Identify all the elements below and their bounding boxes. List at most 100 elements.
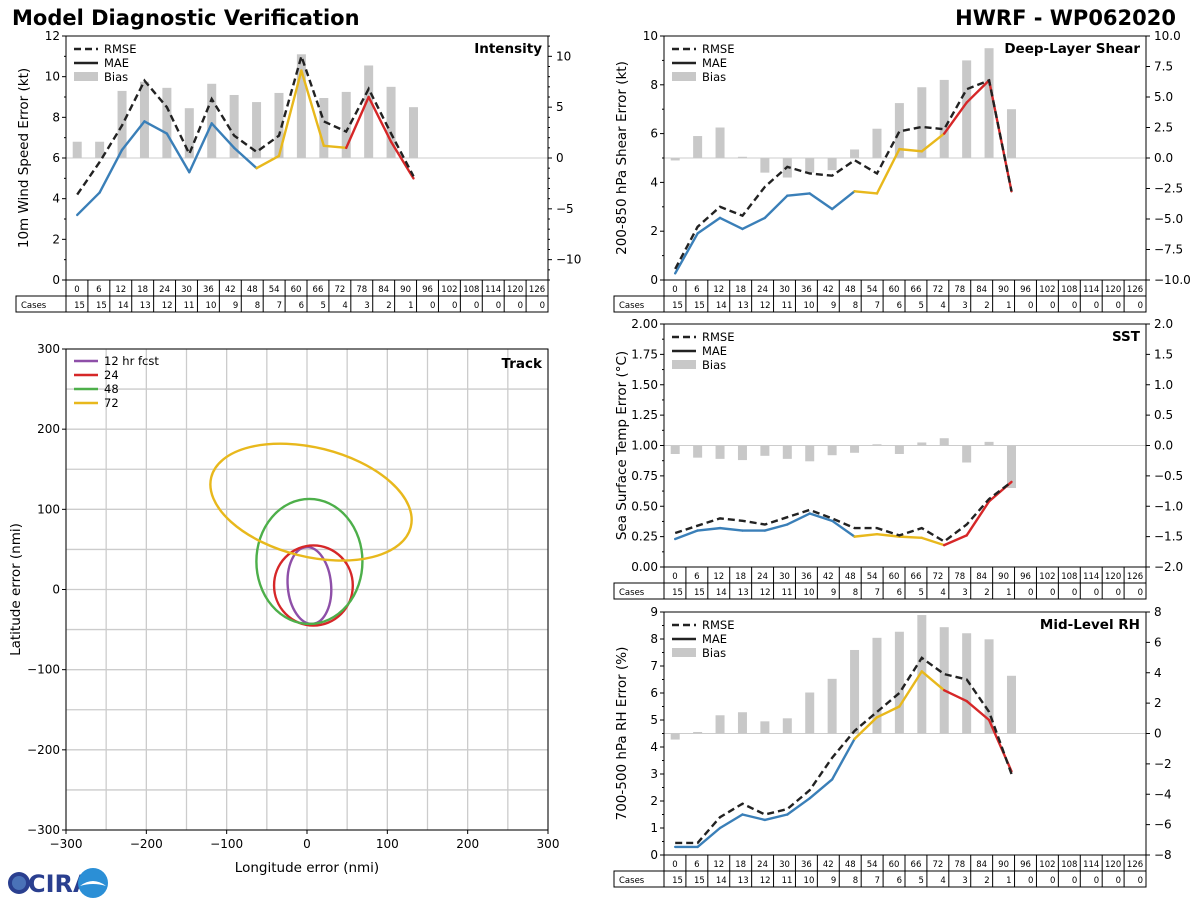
intensity-table-case: 8 xyxy=(255,301,260,311)
sst-table-hour: 108 xyxy=(1061,572,1077,582)
shear-bias-bar xyxy=(984,48,994,159)
intensity-table-hour: 18 xyxy=(137,285,148,295)
track-xtick-label: 200 xyxy=(456,837,479,851)
intensity-table-case: 14 xyxy=(118,301,129,311)
sst-table-case: 0 xyxy=(1116,588,1121,598)
shear-table-case: 15 xyxy=(672,301,683,311)
shear-y2tick-label: −10.0 xyxy=(1154,273,1191,287)
rh-bias-bar xyxy=(805,692,815,734)
intensity-bias-bar xyxy=(139,81,149,158)
track-xtick-label: −100 xyxy=(210,837,243,851)
rh-table-case: 2 xyxy=(984,876,989,886)
shear-table-hour: 48 xyxy=(845,285,856,295)
intensity-bias-bar xyxy=(364,65,374,158)
sst-bias-bar xyxy=(917,442,927,446)
shear-legend-rmse: RMSE xyxy=(702,42,734,56)
rh-y2tick-label: 8 xyxy=(1154,605,1162,619)
sst-bias-bar xyxy=(962,445,972,463)
intensity-y2tick-label: −10 xyxy=(556,253,581,267)
rh-mae-segment xyxy=(898,670,924,708)
intensity-table-case: 0 xyxy=(540,301,545,311)
track-ytick-label: 0 xyxy=(52,583,60,597)
rh-table-hour: 0 xyxy=(672,860,677,870)
sst-table-case: 3 xyxy=(962,588,967,598)
intensity-mae-segment xyxy=(98,148,124,194)
rh-y2tick-label: 4 xyxy=(1154,666,1162,680)
rh-table-hour: 48 xyxy=(845,860,856,870)
sst-ytick-label: 1.75 xyxy=(631,347,658,361)
sst-legend-bias-swatch xyxy=(672,360,696,369)
sst-table-hour: 114 xyxy=(1083,572,1099,582)
intensity-bias-bar xyxy=(229,94,239,158)
rh-table-case: 15 xyxy=(694,876,705,886)
intensity-table-case: 10 xyxy=(206,301,217,311)
sst-mae-segment xyxy=(875,532,901,538)
rh-table-hour: 66 xyxy=(911,860,922,870)
shear-table-case: 5 xyxy=(918,301,923,311)
shear-table-case: 14 xyxy=(716,301,727,311)
intensity-table-hour: 36 xyxy=(203,285,214,295)
shear-mae-segment xyxy=(853,190,879,195)
intensity-table-hour: 102 xyxy=(441,285,457,295)
intensity-ytick-label: 4 xyxy=(52,192,60,206)
rh-mae-segment xyxy=(741,813,767,822)
rh-mae-segment xyxy=(696,826,722,849)
shear-mae-segment xyxy=(718,216,744,231)
intensity-ylabel: 10m Wind Speed Error (kt) xyxy=(16,68,32,248)
rh-table-case: 14 xyxy=(716,876,727,886)
sst-bias-bar xyxy=(805,445,815,462)
rh-bias-bar xyxy=(1006,675,1016,734)
shear-table-case: 12 xyxy=(760,301,771,311)
intensity-table-case: 12 xyxy=(162,301,173,311)
intensity-title: Intensity xyxy=(474,41,542,57)
shear-table-case: 11 xyxy=(782,301,793,311)
rh-table-case: 6 xyxy=(897,876,902,886)
shear-mae-segment xyxy=(786,192,811,197)
rh-table-hour: 102 xyxy=(1039,860,1055,870)
sst-table-case: 8 xyxy=(853,588,858,598)
intensity-table-case: 6 xyxy=(299,301,304,311)
intensity-table-hour: 114 xyxy=(485,285,501,295)
rh-ytick-label: 3 xyxy=(650,767,658,781)
rh-table-hour: 120 xyxy=(1105,860,1121,870)
rh-table-hour: 96 xyxy=(1020,860,1031,870)
shear-bias-bar xyxy=(805,158,815,173)
sst-table-hour: 18 xyxy=(735,572,746,582)
intensity-table-case: 4 xyxy=(342,301,347,311)
rh-table-case: 0 xyxy=(1138,876,1143,886)
shear-table-case: 0 xyxy=(1094,301,1099,311)
shear-y2tick-label: 7.5 xyxy=(1154,60,1173,74)
sst-bias-bar xyxy=(715,445,725,459)
intensity-table-hour: 72 xyxy=(334,285,345,295)
sst-table-hour: 6 xyxy=(694,572,699,582)
rh-y2tick-label: 0 xyxy=(1154,727,1162,741)
shear-table-hour: 42 xyxy=(823,285,834,295)
rh-y2tick-label: −2 xyxy=(1154,757,1172,771)
sst-table-case: 0 xyxy=(1050,588,1055,598)
shear-y2tick-label: 10.0 xyxy=(1154,29,1181,43)
sst-mae-segment xyxy=(763,523,789,532)
intensity-mae-segment xyxy=(367,95,393,143)
sst-bias-bar xyxy=(827,445,837,456)
rh-y2tick-label: 6 xyxy=(1154,635,1162,649)
page-title: Model Diagnostic Verification xyxy=(12,6,360,30)
intensity-table-hour: 48 xyxy=(247,285,258,295)
sst-table-hour: 84 xyxy=(976,572,987,582)
track-title: Track xyxy=(502,356,543,372)
rh-legend-bias: Bias xyxy=(702,646,726,660)
rh-table-case: 0 xyxy=(1050,876,1055,886)
rh-table-hour: 36 xyxy=(801,860,812,870)
shear-bias-bar xyxy=(670,158,680,161)
sst-y2tick-label: 1.0 xyxy=(1154,378,1173,392)
shear-table-case: 6 xyxy=(897,301,902,311)
rh-table-case: 3 xyxy=(962,876,967,886)
shear-y2tick-label: −5.0 xyxy=(1154,212,1183,226)
intensity-bias-bar xyxy=(95,141,105,158)
intensity-table-case: 15 xyxy=(74,301,85,311)
shear-bias-bar xyxy=(917,87,927,158)
rh-y2tick-label: 2 xyxy=(1154,696,1162,710)
shear-bias-bar xyxy=(872,128,882,158)
sst-table-hour: 48 xyxy=(845,572,856,582)
intensity-table-hour: 24 xyxy=(159,285,170,295)
